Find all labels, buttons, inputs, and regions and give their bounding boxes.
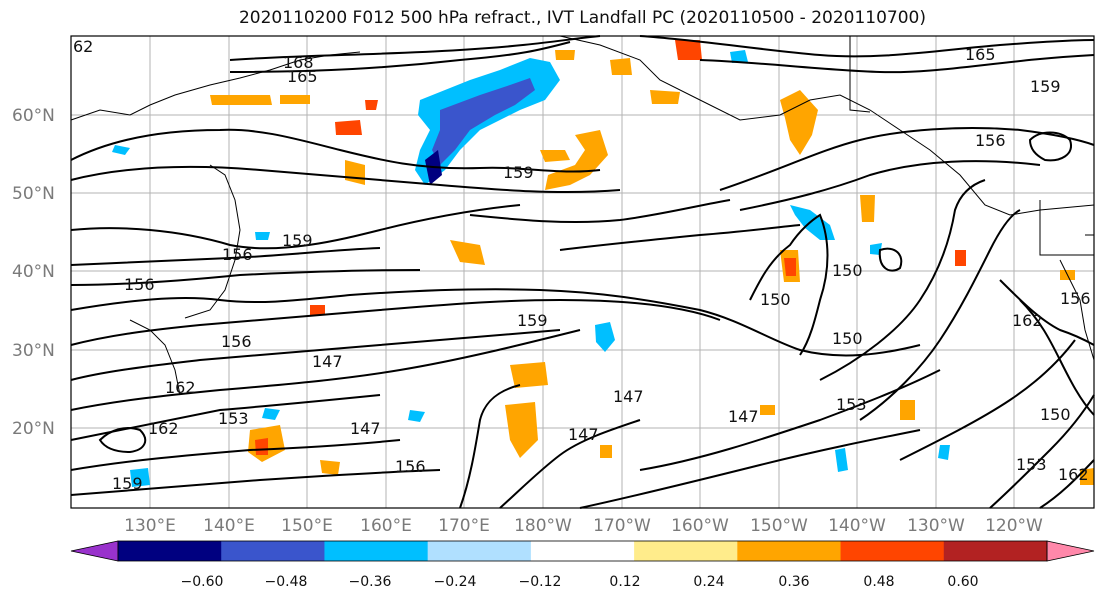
lon-label: 160°W bbox=[671, 516, 729, 536]
contour-label: 62 bbox=[73, 37, 93, 56]
latitude-labels: 60°N 50°N 40°N 30°N 20°N bbox=[12, 106, 55, 439]
lon-label: 140°W bbox=[828, 516, 886, 536]
contour-label: 147 bbox=[350, 419, 381, 438]
lon-label: 150°W bbox=[750, 516, 808, 536]
colorbar-tick-label: 0.12 bbox=[609, 574, 640, 590]
contour-label: 159 bbox=[1030, 77, 1061, 96]
lat-label: 60°N bbox=[12, 106, 55, 126]
contour-label: 156 bbox=[221, 332, 252, 351]
contour-label: 153 bbox=[1016, 455, 1047, 474]
contour-label: 159 bbox=[282, 231, 313, 250]
colorbar-tick-label: 0.48 bbox=[863, 574, 894, 590]
contour-label: 159 bbox=[517, 311, 548, 330]
colorbar-segment bbox=[118, 541, 222, 561]
colorbar-tick-label: −0.60 bbox=[181, 574, 224, 590]
lat-label: 20°N bbox=[12, 419, 55, 439]
contour-labels: 168 165 159 156 159 156 156 147 162 162 … bbox=[73, 37, 1091, 493]
lon-label: 170°W bbox=[593, 516, 651, 536]
contour-label: 156 bbox=[975, 131, 1006, 150]
colorbar-tick-label: −0.12 bbox=[519, 574, 562, 590]
colorbar-segment bbox=[324, 541, 429, 561]
contour-label: 147 bbox=[568, 425, 599, 444]
lat-label: 40°N bbox=[12, 262, 55, 282]
colorbar-extend-min bbox=[70, 540, 119, 562]
map-title: 2020110200 F012 500 hPa refract., IVT La… bbox=[238, 8, 926, 28]
contour-label: 156 bbox=[124, 275, 155, 294]
contour-label: 147 bbox=[312, 352, 343, 371]
colorbar bbox=[70, 540, 1095, 562]
contour-label: 153 bbox=[218, 409, 249, 428]
contour-label: 165 bbox=[287, 67, 318, 86]
contour-label: 165 bbox=[965, 45, 996, 64]
colorbar-tick-label: −0.24 bbox=[434, 574, 477, 590]
contour-label: 159 bbox=[112, 474, 143, 493]
contour-label: 150 bbox=[832, 261, 863, 280]
lon-label: 130°W bbox=[907, 516, 965, 536]
contour-label: 156 bbox=[222, 245, 253, 264]
colorbar-segment bbox=[840, 541, 945, 561]
longitude-labels: 130°E 140°E 150°E 160°E 170°E 180°W 170°… bbox=[124, 516, 1043, 536]
colorbar-tick-label: 0.36 bbox=[778, 574, 809, 590]
colorbar-segment bbox=[943, 541, 1048, 561]
shaded-anomaly-fields bbox=[112, 40, 1094, 487]
contour-label: 156 bbox=[1060, 289, 1091, 308]
lat-label: 30°N bbox=[12, 341, 55, 361]
contour-label: 153 bbox=[836, 395, 867, 414]
contour-label: 156 bbox=[395, 457, 426, 476]
colorbar-tick-label: 0.60 bbox=[947, 574, 978, 590]
lon-label: 180°W bbox=[514, 516, 572, 536]
colorbar-segment bbox=[530, 541, 635, 561]
lon-label: 120°W bbox=[985, 516, 1043, 536]
colorbar-outline bbox=[117, 540, 1048, 562]
contour-label: 168 bbox=[283, 53, 314, 72]
colorbar-tick-label: 0.24 bbox=[693, 574, 724, 590]
lat-label: 50°N bbox=[12, 184, 55, 204]
colorbar-tick-label: −0.36 bbox=[349, 574, 392, 590]
contour-label: 159 bbox=[503, 163, 534, 182]
contour-label: 147 bbox=[728, 407, 759, 426]
contour-label: 147 bbox=[613, 387, 644, 406]
colorbar-segment bbox=[221, 541, 325, 561]
lon-label: 150°E bbox=[281, 516, 333, 536]
colorbar-tick-labels: −0.60 −0.48 −0.36 −0.24 −0.12 0.12 0.24 … bbox=[181, 574, 979, 590]
contour-label: 150 bbox=[832, 329, 863, 348]
contour-label: 150 bbox=[760, 290, 791, 309]
contour-label: 162 bbox=[1058, 465, 1089, 484]
colorbar-segment bbox=[427, 541, 532, 561]
contour-label: 150 bbox=[1040, 405, 1071, 424]
contour-label: 162 bbox=[1012, 311, 1043, 330]
map-frame bbox=[70, 35, 1095, 509]
colorbar-segment bbox=[737, 541, 842, 561]
contour-label: 162 bbox=[148, 419, 179, 438]
lon-label: 160°E bbox=[360, 516, 412, 536]
colorbar-extend-max bbox=[1046, 540, 1095, 562]
coastlines bbox=[70, 35, 1095, 396]
lon-label: 140°E bbox=[203, 516, 255, 536]
height-contours bbox=[70, 35, 1095, 509]
contour-label: 162 bbox=[165, 378, 196, 397]
colorbar-segment bbox=[634, 541, 738, 561]
lon-label: 170°E bbox=[438, 516, 490, 536]
colorbar-tick-label: −0.48 bbox=[265, 574, 308, 590]
lon-label: 130°E bbox=[124, 516, 176, 536]
